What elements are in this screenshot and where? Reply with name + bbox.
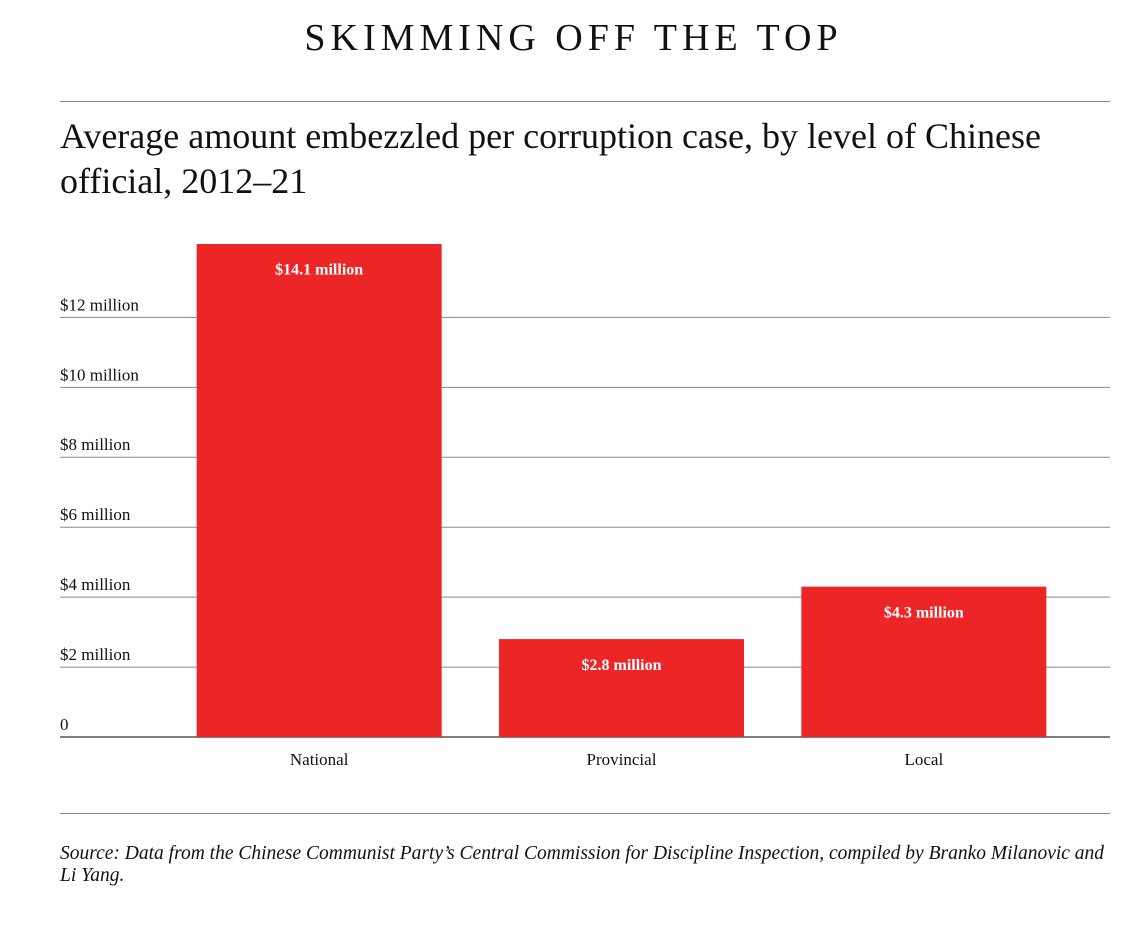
y-tick-label: 0 [60, 715, 69, 734]
chart: 0 $2 million $4 million $6 million $8 millio… [60, 244, 1110, 769]
x-tick-label: Provincial [587, 750, 657, 769]
bar [196, 244, 442, 737]
y-tick-label: $8 million [60, 435, 131, 454]
rule [60, 813, 1110, 814]
value-label: $14.1 million [275, 262, 363, 279]
y-tick-label: $12 million [60, 295, 139, 314]
y-tick-label: $6 million [60, 505, 131, 524]
y-tick-label: $2 million [60, 645, 131, 664]
bar [801, 586, 1047, 737]
value-label: $2.8 million [581, 657, 661, 674]
x-tick-label: Local [904, 750, 943, 769]
bar [499, 639, 744, 737]
y-tick-label: $10 million [60, 365, 139, 384]
rule [60, 101, 1110, 102]
y-tick-label: $4 million [60, 575, 131, 594]
x-tick-label: National [290, 750, 349, 769]
value-label: $4.3 million [884, 604, 964, 621]
chart-title: SKIMMING OFF THE TOP [304, 17, 843, 59]
source-note: Source: Data from the Chinese Communist … [60, 843, 1105, 886]
chart-subtitle: Average amount embezzled per corruption … [60, 116, 1041, 201]
